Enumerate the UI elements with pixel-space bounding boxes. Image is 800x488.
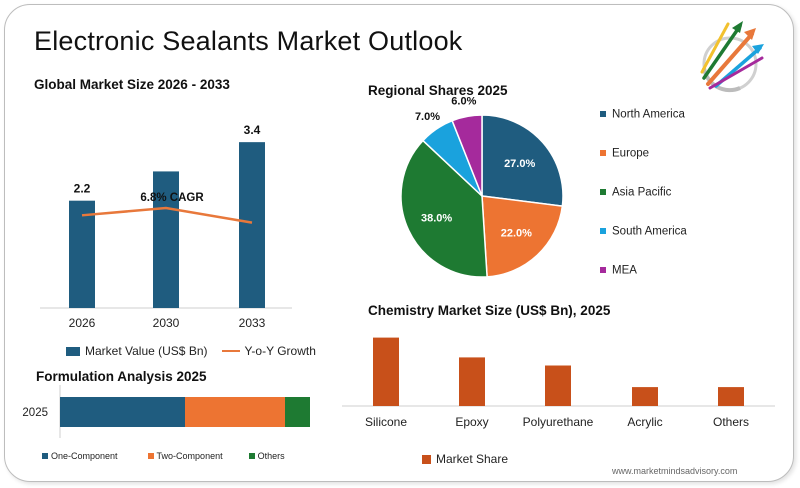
formulation-segment-one-component bbox=[60, 397, 185, 427]
formulation-segment-two-component bbox=[185, 397, 285, 427]
formulation-segment-others bbox=[285, 397, 310, 427]
regional-chart-title: Regional Shares 2025 bbox=[368, 83, 508, 98]
legend-swatch-others bbox=[248, 453, 255, 459]
legend-label-one-component: One-Component bbox=[51, 451, 118, 461]
global-bar-2030 bbox=[153, 171, 179, 308]
chemistry-tick-epoxy: Epoxy bbox=[455, 415, 488, 429]
pie-slice-mea bbox=[451, 114, 483, 197]
legend-swatch-market-share bbox=[422, 454, 431, 464]
chemistry-tick-polyurethane: Polyurethane bbox=[523, 415, 594, 429]
chemistry-bar-silicone bbox=[373, 337, 399, 406]
legend-label-asia-pacific: Asia Pacific bbox=[612, 187, 672, 199]
global-chart-title: Global Market Size 2026 - 2033 bbox=[34, 77, 230, 92]
pie-label-mea: 6.0% bbox=[451, 96, 476, 108]
legend-swatch-one-component bbox=[42, 453, 48, 459]
chemistry-bar-polyurethane bbox=[545, 365, 571, 406]
formulation-legend: One-Component Two-Component Others bbox=[42, 451, 285, 461]
chemistry-chart-title: Chemistry Market Size (US$ Bn), 2025 bbox=[368, 303, 611, 318]
legend-label-market-value: Market Value (US$ Bn) bbox=[85, 344, 208, 358]
legend-label-growth: Y-o-Y Growth bbox=[244, 344, 316, 358]
chemistry-bar-acrylic bbox=[632, 387, 658, 406]
chemistry-bar-others bbox=[718, 387, 744, 406]
chemistry-bar-epoxy bbox=[459, 357, 485, 406]
global-bar-2026 bbox=[69, 200, 95, 308]
legend-label-market-share: Market Share bbox=[436, 452, 509, 466]
chemistry-tick-others: Others bbox=[713, 415, 749, 429]
formulation-chart-title: Formulation Analysis 2025 bbox=[36, 369, 207, 384]
pie-label-europe: 22.0% bbox=[501, 228, 532, 240]
chemistry-legend: Market Share bbox=[422, 452, 508, 466]
pie-slice-asia-pacific bbox=[400, 139, 488, 278]
legend-label-mea: MEA bbox=[612, 265, 637, 277]
legend-label-north-america: North America bbox=[612, 109, 685, 121]
chemistry-tick-silicone: Silicone bbox=[365, 415, 407, 429]
legend-swatch-south-america bbox=[600, 228, 606, 234]
global-cagr-annotation: 6.8% CAGR bbox=[140, 192, 204, 204]
legend-swatch-asia-pacific bbox=[600, 189, 606, 195]
global-growth-line bbox=[81, 206, 253, 224]
global-legend: Market Value (US$ Bn) Y-o-Y Growth bbox=[66, 344, 316, 358]
pie-slice-north-america bbox=[481, 114, 564, 207]
pie-label-north-america: 27.0% bbox=[504, 158, 535, 170]
global-tick-2030: 2030 bbox=[153, 316, 180, 330]
legend-label-europe: Europe bbox=[612, 148, 649, 160]
pie-label-asia-pacific: 38.0% bbox=[421, 212, 452, 224]
legend-swatch-market-value bbox=[66, 346, 80, 356]
formulation-tick-2025: 2025 bbox=[22, 407, 48, 419]
chemistry-tick-acrylic: Acrylic bbox=[627, 415, 662, 429]
pie-slice-europe bbox=[481, 195, 564, 278]
legend-swatch-mea bbox=[600, 267, 606, 273]
legend-swatch-two-component bbox=[147, 453, 154, 459]
pie-label-south-america: 7.0% bbox=[415, 111, 440, 123]
global-data-label-2026: 2.2 bbox=[74, 182, 91, 196]
legend-swatch-europe bbox=[600, 150, 606, 156]
legend-label-two-component: Two-Component bbox=[156, 451, 223, 461]
global-tick-2033: 2033 bbox=[239, 316, 266, 330]
legend-label-south-america: South America bbox=[612, 226, 687, 238]
legend-label-others: Others bbox=[257, 451, 285, 461]
site-url: www.marketmindsadvisory.com bbox=[612, 466, 738, 476]
global-tick-2026: 2026 bbox=[69, 316, 96, 330]
legend-swatch-north-america bbox=[600, 111, 606, 117]
global-bar-2033 bbox=[239, 142, 265, 308]
legend-swatch-growth bbox=[221, 350, 240, 352]
page-title: Electronic Sealants Market Outlook bbox=[34, 26, 463, 56]
global-data-label-2033: 3.4 bbox=[244, 123, 261, 137]
